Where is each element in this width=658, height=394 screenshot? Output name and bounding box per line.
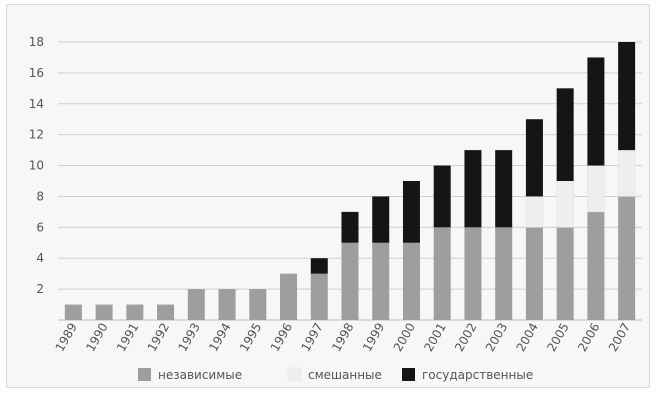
y-tick-label: 8 [36, 189, 44, 203]
bar-segment [310, 273, 328, 320]
legend-swatch [402, 368, 415, 381]
bar-segment [556, 227, 574, 320]
x-tick-label: 2004 [514, 321, 541, 354]
gridlines [58, 41, 642, 321]
legend-label: независимые [158, 368, 242, 382]
x-tick-label: 1996 [268, 321, 295, 354]
x-tick-label: 2002 [452, 321, 479, 354]
bar-segment [372, 196, 390, 243]
x-tick-label: 1990 [83, 321, 110, 354]
bar-segment [464, 150, 482, 228]
bar-segment [218, 289, 236, 320]
y-tick-label: 6 [36, 220, 44, 234]
bar-segment [126, 304, 144, 320]
x-tick-label: 2003 [483, 321, 510, 354]
y-tick-label: 18 [29, 35, 44, 49]
bar-segment [341, 242, 359, 320]
x-tick-label: 2005 [544, 321, 571, 354]
x-tick-label: 2007 [606, 321, 633, 354]
bar-segment [402, 181, 420, 243]
bar-segment [372, 242, 390, 320]
bar-segment [495, 150, 513, 228]
bar-segment [187, 289, 205, 320]
bar-segment [618, 196, 636, 320]
x-tick-label: 1989 [53, 321, 80, 354]
legend-label: государственные [422, 368, 533, 382]
bar-segment [556, 88, 574, 181]
x-tick-label: 1997 [298, 321, 325, 354]
x-tick-label: 1993 [176, 321, 203, 354]
y-tick-label: 10 [29, 159, 44, 173]
y-tick-label: 16 [29, 66, 44, 80]
x-tick-label: 1999 [360, 321, 387, 354]
x-tick-label: 2000 [391, 321, 418, 354]
bar-segment [280, 273, 298, 320]
x-tick-label: 1991 [114, 321, 141, 354]
bar-segment [157, 304, 175, 320]
legend-label: смешанные [308, 368, 382, 382]
y-axis-tick-labels: 2 4 6 8 10 12 14 16 18 [29, 35, 44, 296]
bar-segment [587, 211, 605, 320]
bar-segment [525, 227, 543, 320]
y-tick-label: 12 [29, 128, 44, 142]
x-axis-tick-labels: 1989 1990 1991 1992 1993 1994 1995 1996 1997 1998… [53, 321, 634, 354]
bar-segment [495, 227, 513, 320]
bar-segment [402, 242, 420, 320]
bar-segment [587, 165, 605, 213]
x-tick-label: 1998 [329, 321, 356, 354]
y-tick-label: 4 [36, 251, 44, 265]
legend-swatch [138, 368, 151, 381]
bar-segment [310, 258, 328, 274]
legend: независимые смешанные государственные [138, 367, 533, 382]
bar-segment [617, 149, 636, 197]
y-tick-label: 2 [36, 282, 44, 296]
bar-segment [433, 227, 451, 320]
x-tick-label: 1994 [206, 321, 233, 354]
bar-segment [95, 304, 113, 320]
y-tick-label: 14 [29, 97, 44, 111]
bars [64, 42, 636, 320]
bar-segment [525, 119, 543, 197]
bar-segment [64, 304, 82, 320]
bar-segment [433, 165, 451, 228]
bar-segment [464, 227, 482, 320]
x-tick-label: 2001 [421, 321, 448, 354]
legend-swatch [287, 367, 302, 382]
x-tick-label: 1992 [145, 321, 172, 354]
x-tick-label: 1995 [237, 321, 264, 354]
bar-segment [556, 180, 574, 228]
bar-segment [587, 57, 605, 166]
bar-segment [618, 42, 636, 151]
bar-segment [249, 289, 267, 320]
bar-segment [525, 196, 544, 228]
bar-segment [341, 211, 359, 243]
x-tick-label: 2006 [575, 321, 602, 354]
